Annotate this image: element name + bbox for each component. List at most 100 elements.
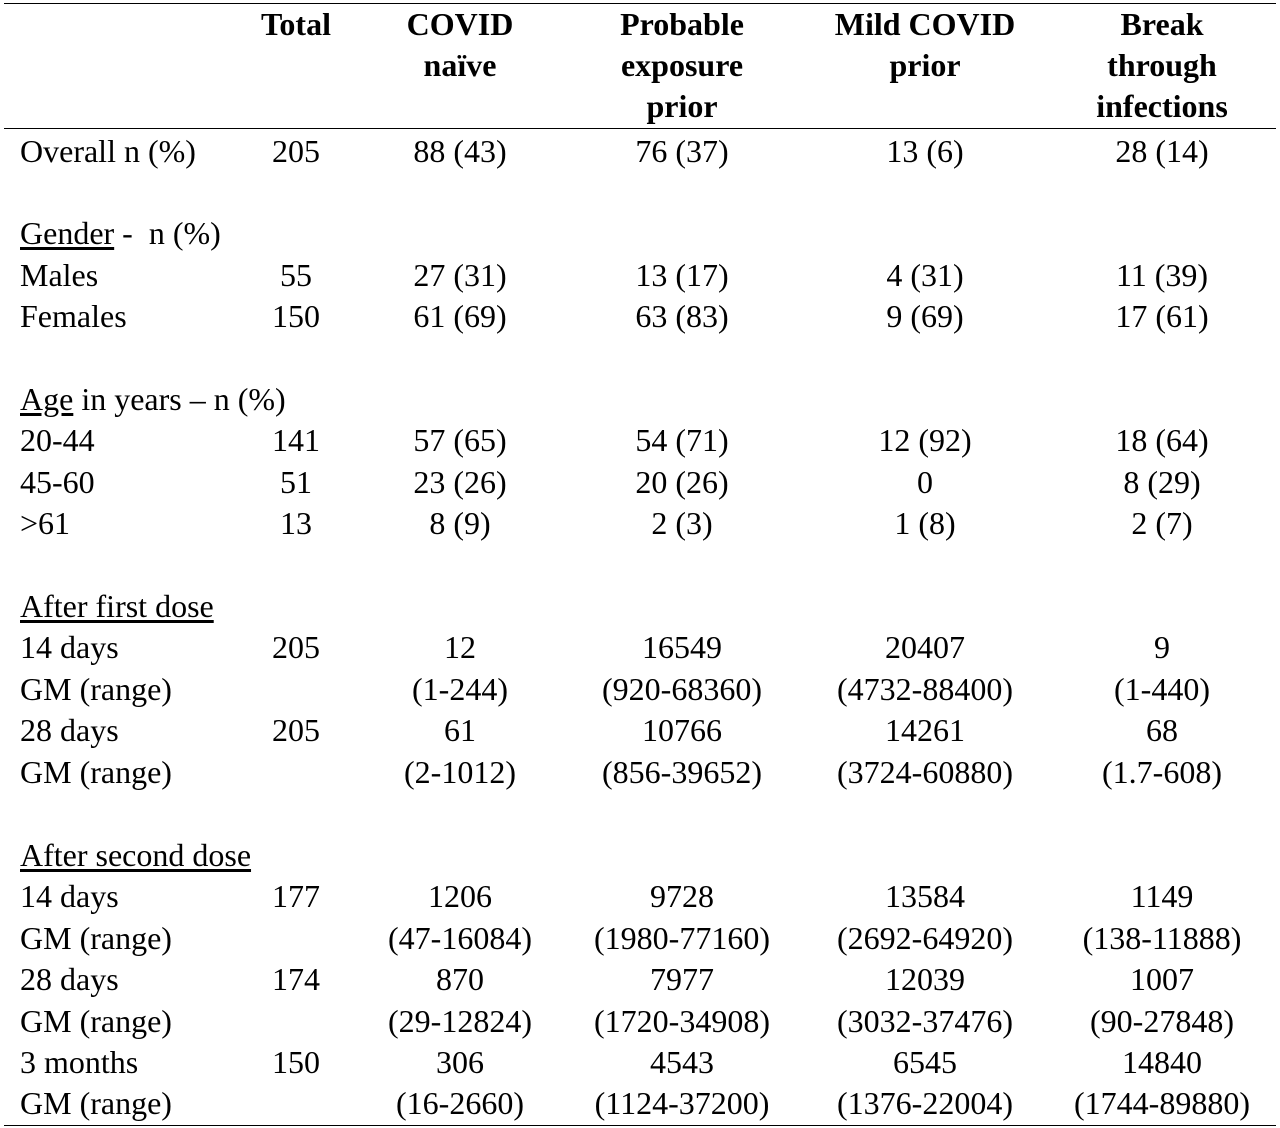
- cell-covid-naive: 88 (43): [413, 133, 507, 169]
- header-line: naïve: [423, 47, 497, 83]
- section-heading-suffix: - n (%): [114, 215, 221, 251]
- row-label: 14 days: [20, 629, 119, 665]
- cell-probable-exposure: (856-39652): [602, 754, 762, 790]
- cell-total: 205: [272, 629, 320, 665]
- cell-covid-naive: 61: [444, 712, 476, 748]
- cell-probable-exposure: 16549: [642, 629, 722, 665]
- cell-mild-covid: 0: [917, 464, 933, 500]
- row-label: Males: [20, 257, 99, 293]
- row-label: GM (range): [20, 754, 172, 790]
- cell-breakthrough: (138-11888): [1082, 920, 1242, 956]
- header-bottom-rule: [4, 128, 1276, 129]
- cell-total: 51: [280, 464, 312, 500]
- cell-probable-exposure: (1980-77160): [594, 920, 770, 956]
- cell-mild-covid: 6545: [893, 1044, 957, 1080]
- column-header-covid-naive: COVID naïve: [370, 4, 550, 86]
- header-line: infections: [1096, 88, 1228, 124]
- cell-covid-naive: 870: [436, 961, 484, 997]
- cell-breakthrough: 8 (29): [1123, 464, 1201, 500]
- header-line: exposure: [620, 47, 744, 83]
- cell-probable-exposure: 63 (83): [635, 298, 729, 334]
- cell-probable-exposure: 76 (37): [635, 133, 729, 169]
- cell-probable-exposure: (1720-34908): [594, 1003, 770, 1039]
- cell-total: 55: [280, 257, 312, 293]
- cell-total: [246, 1001, 346, 1042]
- column-header-break-through-infections: Break through infections: [1048, 4, 1276, 127]
- cell-mild-covid: 20407: [885, 629, 965, 665]
- cell-mild-covid: 9 (69): [886, 298, 964, 334]
- cell-breakthrough: 1007: [1130, 961, 1194, 997]
- row-label: 20-44: [20, 422, 95, 458]
- cell-probable-exposure: 20 (26): [635, 464, 729, 500]
- cell-mild-covid: (3032-37476): [837, 1003, 1013, 1039]
- cell-total: [246, 1083, 346, 1124]
- row-label: >61: [20, 505, 71, 541]
- cell-mild-covid: 4 (31): [886, 257, 964, 293]
- section-heading-suffix: in years – n (%): [73, 381, 286, 417]
- cell-mild-covid: 1 (8): [894, 505, 956, 541]
- header-line: Mild COVID: [834, 6, 1016, 42]
- section-heading-title: Gender: [20, 215, 115, 251]
- cell-covid-naive: 306: [436, 1044, 484, 1080]
- cell-total: 141: [272, 422, 320, 458]
- cell-total: [246, 752, 346, 793]
- header-line: COVID: [406, 6, 514, 42]
- row-label: Females: [20, 298, 127, 334]
- row-label: GM (range): [20, 671, 172, 707]
- section-heading-title: After first dose: [20, 588, 214, 624]
- cell-mild-covid: (1376-22004): [837, 1085, 1013, 1121]
- cell-mild-covid: 13584: [885, 878, 965, 914]
- cell-probable-exposure: 54 (71): [635, 422, 729, 458]
- cell-covid-naive: 12: [444, 629, 476, 665]
- cell-mild-covid: (4732-88400): [837, 671, 1013, 707]
- cell-covid-naive: 61 (69): [413, 298, 507, 334]
- cell-breakthrough: 14840: [1122, 1044, 1202, 1080]
- section-heading: After second dose: [20, 835, 251, 876]
- cell-covid-naive: 57 (65): [413, 422, 507, 458]
- row-label: GM (range): [20, 920, 172, 956]
- header-line: prior: [889, 47, 961, 83]
- section-heading: Gender - n (%): [20, 213, 221, 254]
- cell-probable-exposure: 7977: [650, 961, 714, 997]
- cell-covid-naive: 8 (9): [429, 505, 491, 541]
- cell-covid-naive: (47-16084): [388, 920, 532, 956]
- cell-total: 174: [272, 961, 320, 997]
- cell-breakthrough: (1744-89880): [1074, 1085, 1250, 1121]
- cell-breakthrough: (1-440): [1114, 671, 1210, 707]
- header-line: Total: [261, 6, 331, 42]
- cell-covid-naive: 1206: [428, 878, 492, 914]
- cell-breakthrough: (1.7-608): [1102, 754, 1222, 790]
- column-header-total: Total: [246, 4, 346, 45]
- cell-probable-exposure: (1124-37200): [594, 1085, 770, 1121]
- section-heading: After first dose: [20, 586, 214, 627]
- cell-covid-naive: (1-244): [412, 671, 508, 707]
- cell-covid-naive: 27 (31): [413, 257, 507, 293]
- cell-breakthrough: 68: [1146, 712, 1178, 748]
- cell-breakthrough: 11 (39): [1115, 257, 1209, 293]
- cell-total: 150: [272, 1044, 320, 1080]
- cell-mild-covid: 14261: [885, 712, 965, 748]
- table-top-rule: [4, 3, 1276, 4]
- cell-probable-exposure: 9728: [650, 878, 714, 914]
- cell-probable-exposure: 2 (3): [651, 505, 713, 541]
- cell-breakthrough: 18 (64): [1115, 422, 1209, 458]
- cell-mild-covid: 12 (92): [878, 422, 972, 458]
- cell-probable-exposure: (920-68360): [602, 671, 762, 707]
- row-label: GM (range): [20, 1003, 172, 1039]
- cell-mild-covid: 13 (6): [886, 133, 964, 169]
- row-label: 3 months: [20, 1044, 139, 1080]
- header-line: through: [1107, 47, 1217, 83]
- cell-covid-naive: (29-12824): [388, 1003, 532, 1039]
- cell-breakthrough: 28 (14): [1115, 133, 1209, 169]
- row-label: Overall n (%): [20, 133, 196, 169]
- cell-mild-covid: (2692-64920): [837, 920, 1013, 956]
- cell-total: [246, 669, 346, 710]
- cell-breakthrough: 1149: [1130, 878, 1194, 914]
- cell-probable-exposure: 10766: [642, 712, 722, 748]
- header-line: prior: [646, 88, 718, 124]
- row-label: 28 days: [20, 712, 119, 748]
- cell-total: 205: [272, 133, 320, 169]
- row-label: 28 days: [20, 961, 119, 997]
- cell-covid-naive: (16-2660): [396, 1085, 524, 1121]
- section-heading-title: Age: [20, 381, 74, 417]
